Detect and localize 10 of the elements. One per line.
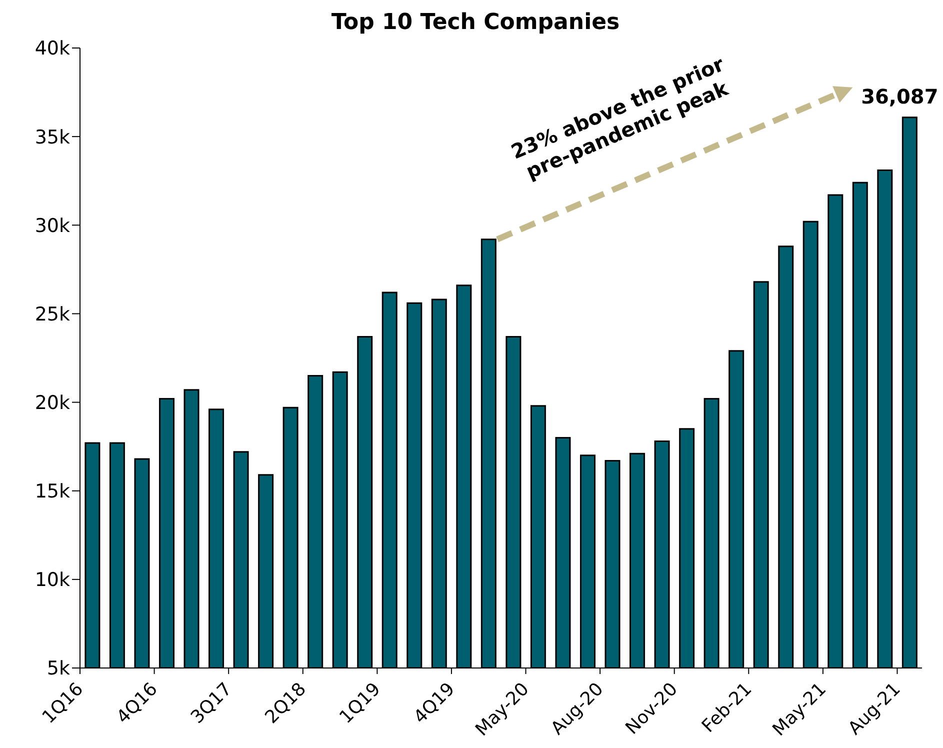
y-tick-label: 40k	[34, 38, 70, 60]
y-tick-label: 25k	[34, 303, 70, 326]
y-tick-label: 30k	[34, 214, 70, 237]
y-tick-label: 10k	[34, 569, 70, 592]
y-tick-label: 5k	[46, 658, 70, 680]
y-tick-label: 15k	[34, 480, 70, 503]
chart-title: Top 10 Tech Companies	[330, 10, 621, 35]
y-tick-label: 20k	[34, 392, 70, 414]
y-tick-label: 35k	[34, 126, 70, 148]
data-label: 36,087	[861, 84, 938, 108]
